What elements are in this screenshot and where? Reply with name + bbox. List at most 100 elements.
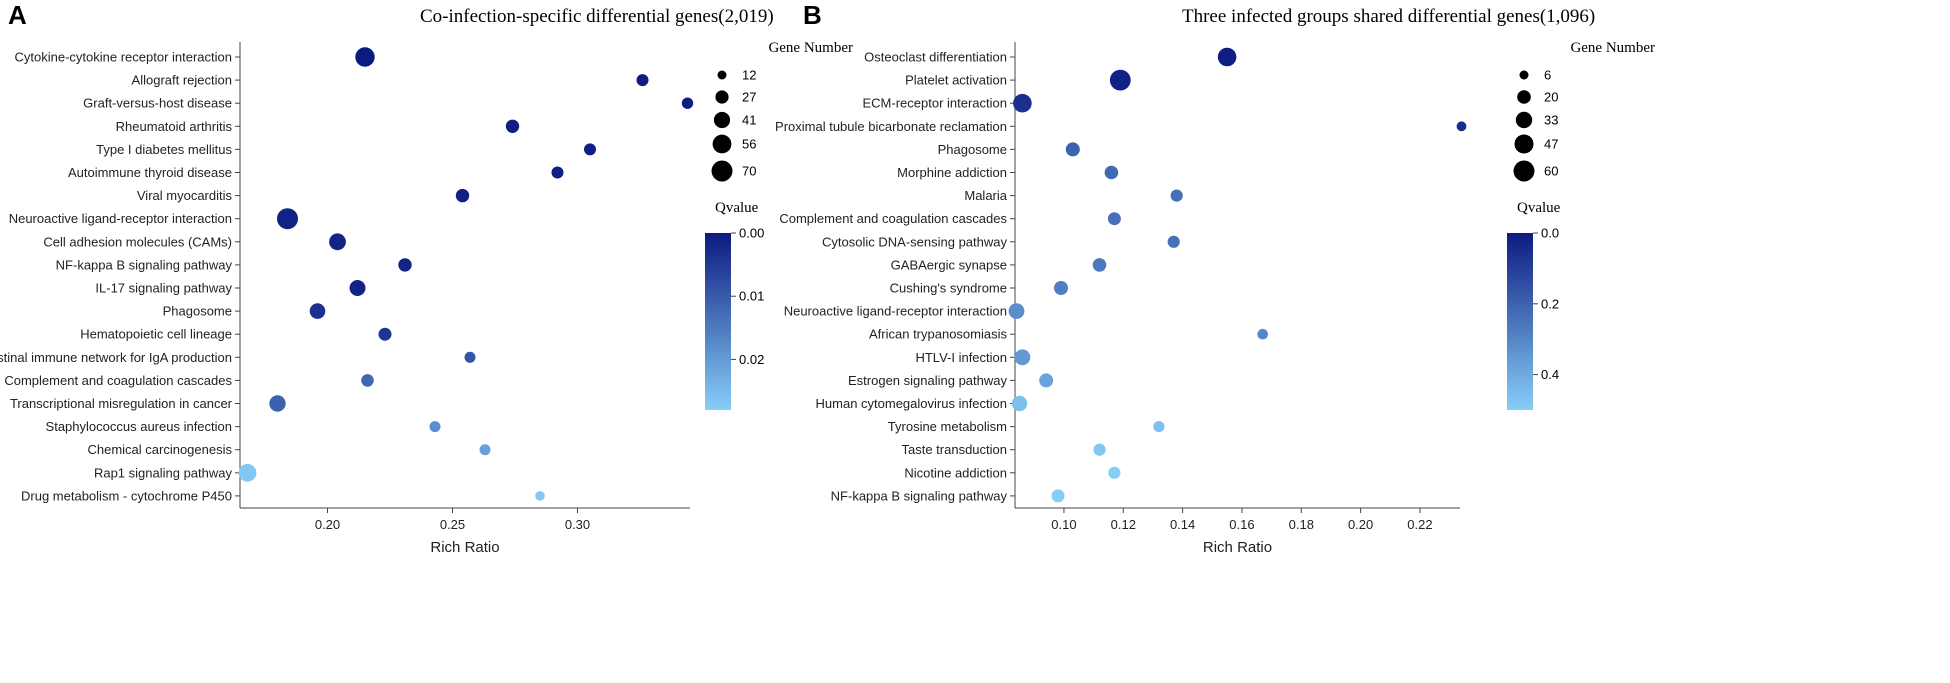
y-tick-label: Complement and coagulation cascades: [779, 211, 1007, 226]
y-tick-label: African trypanosomiasis: [869, 327, 1007, 342]
y-tick-label: Viral myocarditis: [137, 188, 233, 203]
y-tick-label: Cell adhesion molecules (CAMs): [43, 234, 232, 249]
x-tick-label: 0.18: [1289, 517, 1314, 532]
data-point[interactable]: [349, 280, 366, 296]
size-legend-marker: [1513, 160, 1535, 182]
y-tick-label: Platelet activation: [905, 73, 1007, 88]
y-tick-label: Phagosome: [938, 142, 1007, 157]
x-tick-label: 0.30: [565, 517, 590, 532]
data-point[interactable]: [398, 258, 412, 272]
colorbar-tick-label: 0.00: [739, 226, 764, 241]
data-point[interactable]: [355, 47, 375, 67]
data-point[interactable]: [361, 374, 374, 387]
y-tick-label: Complement and coagulation cascades: [4, 373, 232, 388]
size-legend-marker: [712, 134, 732, 154]
panel-letter: B: [803, 0, 822, 30]
data-point[interactable]: [1092, 258, 1107, 272]
data-point[interactable]: [551, 166, 564, 179]
data-point[interactable]: [455, 188, 470, 203]
colorbar-tick-label: 0.02: [739, 352, 764, 367]
data-point[interactable]: [1167, 235, 1180, 248]
data-point[interactable]: [1153, 421, 1165, 433]
data-point[interactable]: [1104, 165, 1119, 180]
color-legend-title: Qvalue: [1517, 200, 1561, 216]
size-legend-label: 41: [742, 113, 756, 128]
data-point[interactable]: [238, 463, 257, 482]
size-legend-label: 47: [1544, 137, 1558, 152]
x-tick-label: 0.12: [1111, 517, 1136, 532]
data-point[interactable]: [479, 444, 491, 456]
data-point[interactable]: [1217, 47, 1237, 67]
x-axis-title: Rich Ratio: [430, 539, 499, 556]
data-point[interactable]: [1039, 373, 1054, 388]
data-point[interactable]: [269, 395, 286, 412]
data-point[interactable]: [1065, 142, 1080, 157]
data-point[interactable]: [1011, 395, 1028, 412]
size-legend-marker: [1515, 111, 1533, 129]
y-tick-label: Hematopoietic cell lineage: [80, 327, 232, 342]
data-point[interactable]: [309, 303, 326, 319]
panel-a: A Co-infection-specific differential gene…: [0, 0, 853, 556]
data-point[interactable]: [681, 97, 694, 109]
data-point[interactable]: [329, 233, 346, 251]
y-tick-label: Rheumatoid arthritis: [116, 119, 233, 134]
data-point[interactable]: [1456, 121, 1467, 132]
y-tick-label: Taste transduction: [901, 442, 1007, 457]
data-point[interactable]: [1257, 328, 1268, 340]
data-point[interactable]: [429, 421, 441, 433]
y-tick-label: Type I diabetes mellitus: [96, 142, 232, 157]
data-point[interactable]: [1013, 93, 1032, 113]
chart-title: Co-infection-specific differential genes…: [420, 6, 774, 27]
y-tick-label: NF-kappa B signaling pathway: [831, 488, 1008, 503]
y-tick-label: Proximal tubule bicarbonate reclamation: [775, 119, 1007, 134]
data-point[interactable]: [1008, 303, 1025, 319]
data-point[interactable]: [636, 74, 649, 87]
x-tick-label: 0.25: [440, 517, 465, 532]
data-point[interactable]: [1170, 189, 1183, 202]
x-tick-label: 0.20: [1348, 517, 1373, 532]
qvalue-colorbar: [705, 233, 731, 410]
y-tick-label: ECM-receptor interaction: [863, 96, 1008, 111]
y-tick-label: Morphine addiction: [897, 165, 1007, 180]
x-tick-label: 0.20: [315, 517, 340, 532]
y-tick-label: Estrogen signaling pathway: [848, 373, 1007, 388]
data-point[interactable]: [1054, 281, 1068, 295]
y-tick-label: GABAergic synapse: [891, 257, 1007, 272]
y-tick-label: Allograft rejection: [132, 73, 232, 88]
size-legend-label: 70: [742, 164, 756, 179]
y-tick-label: Malaria: [964, 188, 1007, 203]
x-tick-label: 0.10: [1051, 517, 1076, 532]
colorbar-tick-label: 0.01: [739, 289, 764, 304]
data-point[interactable]: [1014, 349, 1031, 366]
y-tick-label: Autoimmune thyroid disease: [68, 165, 232, 180]
size-legend-marker: [1517, 90, 1531, 104]
data-point[interactable]: [535, 491, 545, 501]
y-tick-label: Intestinal immune network for IgA produc…: [0, 350, 232, 365]
size-legend-label: 27: [742, 90, 756, 105]
data-point[interactable]: [1051, 489, 1065, 503]
size-legend-title: Gene Number: [1570, 40, 1655, 56]
size-legend-title: Gene Number: [768, 40, 853, 56]
data-point[interactable]: [378, 327, 392, 341]
data-point[interactable]: [505, 119, 520, 133]
data-point[interactable]: [1108, 466, 1121, 479]
y-tick-label: Tyrosine metabolism: [888, 419, 1007, 434]
data-point[interactable]: [1093, 443, 1106, 456]
colorbar-tick-label: 0.0: [1541, 226, 1559, 241]
size-legend-marker: [717, 70, 727, 80]
x-tick-label: 0.14: [1170, 517, 1195, 532]
size-legend-marker: [715, 90, 729, 104]
y-tick-label: Nicotine addiction: [904, 465, 1007, 480]
y-tick-label: Human cytomegalovirus infection: [816, 396, 1007, 411]
panel-letter: A: [8, 0, 27, 30]
size-legend-label: 12: [742, 68, 756, 83]
data-point[interactable]: [1107, 212, 1121, 226]
size-legend-marker: [1519, 70, 1529, 80]
y-tick-label: Cushing's syndrome: [890, 281, 1007, 296]
data-point[interactable]: [1109, 69, 1131, 91]
data-point[interactable]: [464, 351, 476, 363]
data-point[interactable]: [584, 143, 596, 156]
data-point[interactable]: [277, 208, 298, 230]
y-tick-label: Neuroactive ligand-receptor interaction: [9, 211, 232, 226]
size-legend-marker: [1514, 134, 1534, 154]
